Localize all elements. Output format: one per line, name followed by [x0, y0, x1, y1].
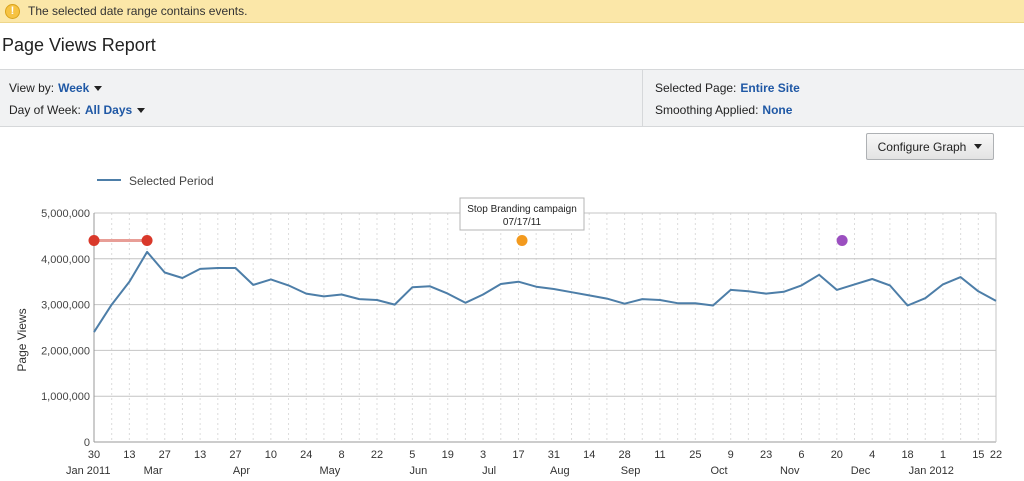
smoothing-link[interactable]: None — [762, 103, 793, 117]
chevron-down-icon — [974, 144, 983, 149]
smoothing-info: Smoothing Applied: None — [655, 103, 792, 117]
event-tooltip-label: Stop Branding campaign — [467, 204, 577, 215]
selected-page-link[interactable]: Entire Site — [740, 81, 800, 95]
x-tick-label: 27 — [229, 449, 241, 461]
chart-grid — [93, 212, 997, 443]
x-tick-label: 22 — [990, 449, 1002, 461]
x-month-label: Jan 2011 — [66, 465, 110, 477]
chart-legend: Selected Period — [97, 174, 214, 188]
y-tick-label: 0 — [84, 437, 90, 449]
event-tooltip — [459, 197, 585, 231]
x-tick-label: 20 — [831, 449, 843, 461]
x-month-label: Jun — [409, 465, 427, 477]
report-controls: View by: Week Day of Week: All Days Sele… — [0, 69, 1024, 127]
warning-icon: ! — [5, 3, 20, 19]
banner-message: The selected date range contains events. — [28, 4, 248, 18]
x-tick-label: 19 — [442, 449, 454, 461]
day-of-week-control[interactable]: Day of Week: All Days — [9, 103, 146, 117]
x-tick-label: 13 — [123, 449, 135, 461]
x-tick-label: 4 — [869, 449, 875, 461]
x-tick-label: 30 — [88, 449, 100, 461]
view-by-value[interactable]: Week — [58, 81, 90, 95]
y-tick-label: 2,000,000 — [41, 345, 90, 357]
view-by-label: View by: — [9, 81, 55, 95]
x-month-label: Jul — [482, 465, 496, 477]
x-month-label: Mar — [144, 465, 163, 477]
x-tick-label: 23 — [760, 449, 772, 461]
event-marker — [88, 234, 100, 246]
x-month-label: Sep — [621, 465, 641, 477]
event-tooltip-date: 07/17/11 — [503, 217, 542, 228]
series-line — [93, 250, 997, 333]
x-tick-label: 24 — [300, 449, 312, 461]
x-month-label: Oct — [710, 465, 727, 477]
event-marker — [141, 234, 153, 246]
x-month-label: Dec — [851, 465, 871, 477]
configure-graph-button[interactable]: Configure Graph — [866, 133, 994, 160]
chart-axes: 0 1,000,000 2,000,000 3,000,000 4,000,000 5,0… — [41, 208, 1002, 477]
y-tick-label: 5,000,000 — [41, 208, 90, 220]
y-tick-label: 4,000,000 — [41, 254, 90, 266]
x-tick-label: 18 — [901, 449, 913, 461]
chevron-down-icon[interactable] — [137, 107, 146, 113]
x-tick-label: 17 — [512, 449, 524, 461]
configure-graph-label: Configure Graph — [877, 139, 967, 154]
x-tick-label: 31 — [548, 449, 560, 461]
view-by-control[interactable]: View by: Week — [9, 81, 103, 95]
events-banner: ! The selected date range contains event… — [0, 0, 1024, 23]
chevron-down-icon[interactable] — [94, 85, 103, 91]
x-tick-label: 15 — [972, 449, 984, 461]
x-tick-label: 9 — [728, 449, 734, 461]
selected-page-info: Selected Page: Entire Site — [655, 81, 800, 95]
y-tick-label: 3,000,000 — [41, 300, 90, 312]
event-marker — [516, 234, 528, 246]
y-tick-label: 1,000,000 — [41, 391, 90, 403]
smoothing-label: Smoothing Applied: — [655, 103, 759, 117]
day-of-week-label: Day of Week: — [9, 103, 81, 117]
selected-page-label: Selected Page: — [655, 81, 737, 95]
x-month-label: Aug — [550, 465, 570, 477]
x-tick-label: 10 — [265, 449, 277, 461]
x-tick-label: 5 — [409, 449, 415, 461]
legend-label: Selected Period — [129, 174, 214, 188]
x-tick-label: 8 — [339, 449, 345, 461]
x-tick-label: 14 — [583, 449, 595, 461]
day-of-week-value[interactable]: All Days — [84, 103, 133, 117]
x-tick-label: 13 — [194, 449, 206, 461]
chart-series — [93, 250, 997, 333]
x-tick-label: 3 — [480, 449, 486, 461]
x-tick-label: 1 — [940, 449, 946, 461]
controls-left-panel: View by: Week Day of Week: All Days — [0, 70, 643, 126]
x-tick-label: 22 — [371, 449, 383, 461]
x-month-label: Apr — [233, 465, 250, 477]
y-axis-title: Page Views — [15, 308, 29, 371]
x-tick-label: 6 — [798, 449, 804, 461]
x-tick-label: 25 — [689, 449, 701, 461]
x-month-label: Jan 2012 — [909, 465, 954, 477]
x-month-label: May — [320, 465, 341, 477]
x-month-label: Nov — [780, 465, 800, 477]
event-marker — [836, 234, 848, 246]
page-title: Page Views Report — [2, 35, 156, 55]
chart-events: Stop Branding campaign 07/17/11 — [88, 197, 848, 246]
x-tick-label: 27 — [159, 449, 171, 461]
x-tick-label: 28 — [618, 449, 630, 461]
x-tick-label: 11 — [654, 449, 665, 461]
